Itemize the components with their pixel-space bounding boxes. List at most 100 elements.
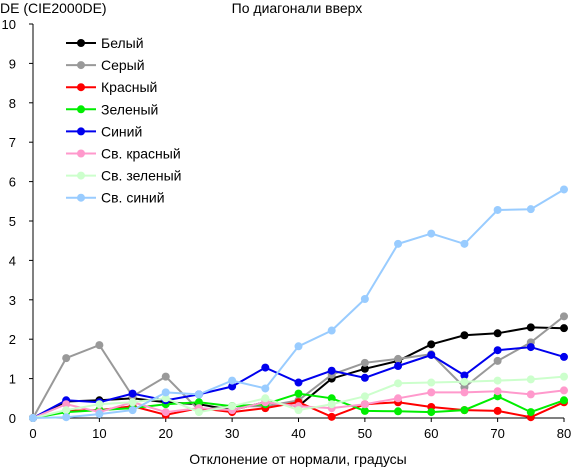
legend-label: Зеленый <box>101 101 158 117</box>
y-tick-label: 9 <box>9 56 16 71</box>
data-point <box>294 389 303 398</box>
data-point <box>394 239 403 248</box>
data-point <box>526 205 535 214</box>
data-point <box>560 396 568 405</box>
data-point <box>327 326 336 335</box>
data-point <box>427 350 436 359</box>
legend-label: Белый <box>101 35 144 51</box>
data-point <box>526 390 535 399</box>
y-tick-label: 5 <box>9 214 16 229</box>
data-point <box>327 366 336 375</box>
data-point <box>261 363 270 372</box>
data-point <box>95 341 104 350</box>
data-point <box>360 400 369 409</box>
data-point <box>460 371 469 380</box>
legend-swatch-marker <box>77 149 85 158</box>
data-point <box>327 412 336 421</box>
legend-item: Св. синий <box>66 190 165 206</box>
data-point <box>460 331 469 340</box>
x-tick-label: 0 <box>29 426 36 441</box>
data-point <box>62 413 71 422</box>
data-point <box>526 323 535 332</box>
y-tick-label: 3 <box>9 293 16 308</box>
data-point <box>560 352 568 361</box>
data-point <box>460 377 469 386</box>
legend-swatch-marker <box>77 39 85 47</box>
data-point <box>526 408 535 417</box>
y-tick-label: 0 <box>9 411 16 426</box>
x-tick-label: 10 <box>92 426 106 441</box>
data-point <box>493 387 502 396</box>
data-point <box>128 389 137 398</box>
data-point <box>194 390 203 399</box>
legend-swatch-marker <box>77 193 85 202</box>
data-point <box>95 410 104 419</box>
y-tick-label: 10 <box>2 17 16 32</box>
data-point <box>29 414 37 422</box>
data-point <box>360 358 369 367</box>
data-point <box>62 354 71 363</box>
data-point <box>261 384 270 393</box>
data-point <box>194 398 203 407</box>
data-point <box>394 379 403 388</box>
data-point <box>560 312 568 321</box>
data-point <box>327 394 336 403</box>
legend-swatch-marker <box>77 127 85 136</box>
data-point <box>493 376 502 385</box>
y-tick-label: 1 <box>9 372 16 387</box>
data-point <box>560 386 568 395</box>
data-point <box>394 394 403 403</box>
series-group <box>29 185 568 422</box>
legend-item: Красный <box>66 79 157 95</box>
data-point <box>460 406 469 415</box>
data-point <box>460 388 469 397</box>
data-point <box>294 378 303 387</box>
data-point <box>493 356 502 365</box>
axes: 0 1 2 3 4 5 6 7 8 9 10 0 10 20 30 40 50 60 70 80 <box>2 17 571 441</box>
legend-item: Серый <box>66 57 145 73</box>
data-point <box>360 373 369 382</box>
legend-item: Синий <box>66 123 142 139</box>
legend-item: Зеленый <box>66 101 158 117</box>
data-point <box>526 343 535 352</box>
data-point <box>460 239 469 248</box>
legend-label: Серый <box>101 57 145 73</box>
data-point <box>427 229 436 238</box>
data-point <box>427 378 436 387</box>
x-axis-label: Отклонение от нормали, градусы <box>189 451 406 467</box>
data-point <box>228 402 237 411</box>
x-tick-label: 60 <box>424 426 438 441</box>
y-tick-label: 7 <box>9 135 16 150</box>
legend-swatch-marker <box>77 105 85 114</box>
series-8 <box>29 185 568 422</box>
data-point <box>294 342 303 351</box>
data-point <box>261 394 270 403</box>
data-point <box>560 185 568 194</box>
legend-item: Св. зеленый <box>66 168 181 184</box>
data-point <box>194 408 203 417</box>
legend-swatch-marker <box>77 171 85 180</box>
x-tick-label: 80 <box>557 426 571 441</box>
data-point <box>493 406 502 415</box>
x-tick-label: 40 <box>291 426 305 441</box>
legend-item: Св. красный <box>66 146 181 162</box>
data-point <box>493 346 502 355</box>
data-point <box>161 408 170 417</box>
x-tick-label: 20 <box>159 426 173 441</box>
y-tick-label: 6 <box>9 175 16 190</box>
data-point <box>360 295 369 304</box>
data-point <box>62 406 71 415</box>
data-point <box>493 329 502 338</box>
data-point <box>228 376 237 385</box>
data-point <box>526 375 535 384</box>
data-point <box>327 400 336 409</box>
data-point <box>128 406 137 415</box>
data-point <box>294 406 303 415</box>
series-7 <box>29 372 568 422</box>
y-tick-label: 8 <box>9 96 16 111</box>
legend-swatch-marker <box>77 83 85 92</box>
data-point <box>228 382 237 391</box>
legend-label: Св. зеленый <box>101 168 181 184</box>
data-point <box>394 361 403 370</box>
chart-title: По диагонали вверх <box>232 0 363 16</box>
